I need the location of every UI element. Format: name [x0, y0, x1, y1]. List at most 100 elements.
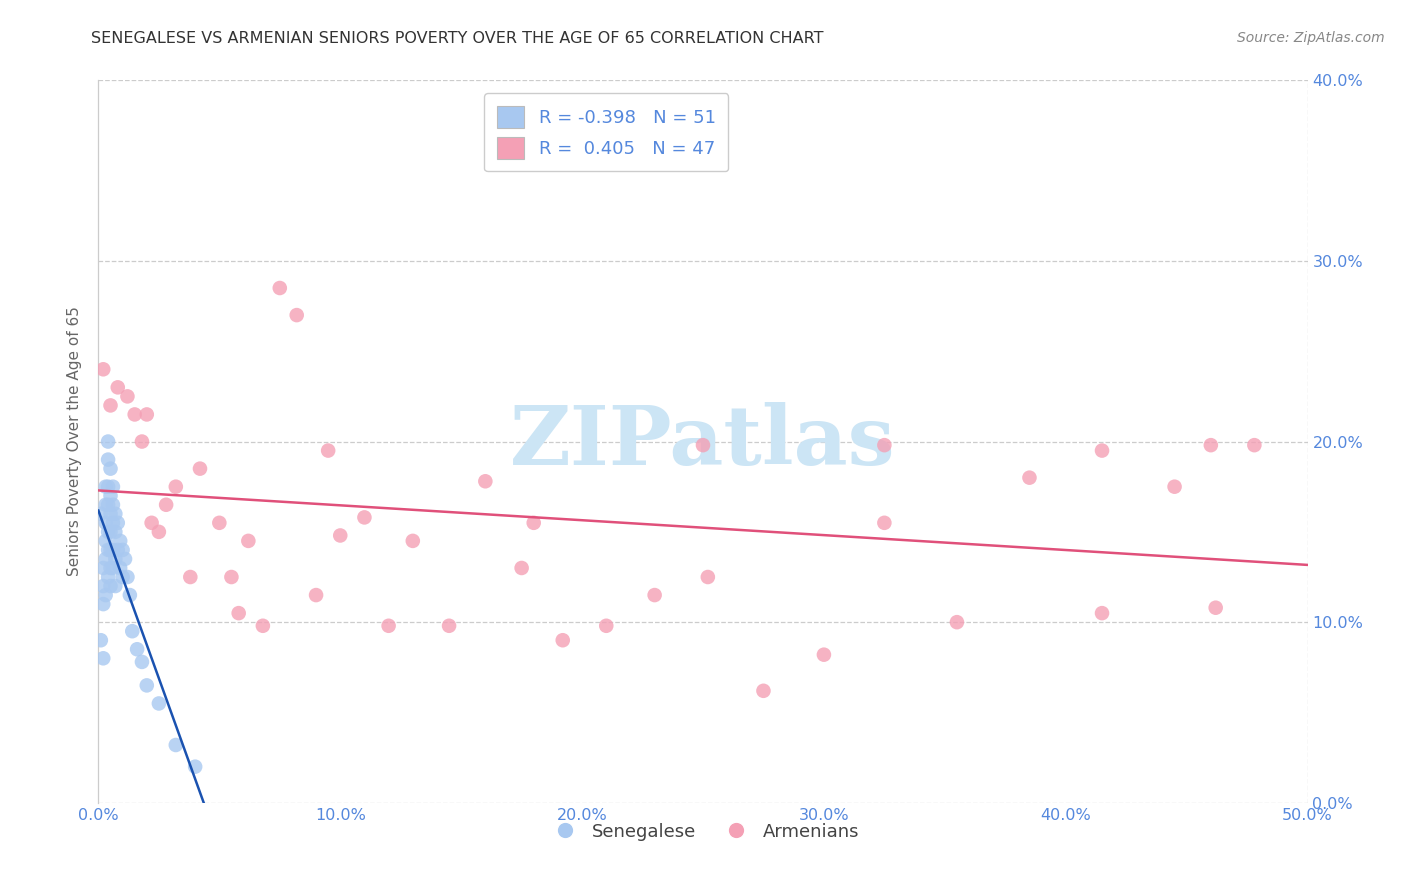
- Point: [121, 624, 143, 639]
- Point: [111, 570, 134, 584]
- Point: [100, 561, 122, 575]
- Point: [1018, 471, 1040, 485]
- Point: [148, 697, 170, 711]
- Point: [148, 524, 170, 539]
- Point: [104, 524, 127, 539]
- Point: [1205, 600, 1227, 615]
- Point: [97, 570, 120, 584]
- Point: [107, 380, 129, 394]
- Point: [101, 516, 124, 530]
- Point: [100, 398, 122, 412]
- Point: [100, 579, 122, 593]
- Point: [124, 408, 146, 422]
- Point: [94, 552, 117, 566]
- Point: [91, 561, 114, 575]
- Point: [474, 475, 496, 489]
- Legend: Senegalese, Armenians: Senegalese, Armenians: [540, 815, 866, 848]
- Point: [101, 561, 124, 575]
- Point: [101, 480, 124, 494]
- Point: [100, 461, 122, 475]
- Point: [353, 510, 375, 524]
- Point: [91, 579, 114, 593]
- Point: [94, 498, 117, 512]
- Point: [1199, 438, 1222, 452]
- Y-axis label: Seniors Poverty Over the Age of 65: Seniors Poverty Over the Age of 65: [67, 307, 83, 576]
- Point: [692, 438, 714, 452]
- Point: [252, 619, 274, 633]
- Point: [305, 588, 328, 602]
- Point: [131, 434, 153, 449]
- Point: [104, 552, 127, 566]
- Point: [94, 533, 117, 548]
- Point: [107, 542, 129, 557]
- Point: [100, 524, 122, 539]
- Point: [510, 561, 533, 575]
- Point: [114, 552, 136, 566]
- Point: [97, 452, 120, 467]
- Point: [813, 648, 835, 662]
- Point: [946, 615, 969, 630]
- Point: [377, 619, 399, 633]
- Point: [97, 498, 120, 512]
- Point: [100, 542, 122, 557]
- Point: [696, 570, 718, 584]
- Point: [208, 516, 231, 530]
- Point: [101, 498, 124, 512]
- Point: [131, 655, 153, 669]
- Point: [90, 633, 112, 648]
- Point: [107, 516, 129, 530]
- Point: [1163, 480, 1185, 494]
- Point: [101, 542, 124, 557]
- Point: [100, 489, 122, 503]
- Point: [595, 619, 617, 633]
- Point: [551, 633, 574, 648]
- Point: [108, 533, 131, 548]
- Point: [221, 570, 243, 584]
- Point: [91, 651, 114, 665]
- Point: [117, 570, 139, 584]
- Text: ZIPatlas: ZIPatlas: [510, 401, 896, 482]
- Point: [523, 516, 546, 530]
- Point: [111, 542, 134, 557]
- Point: [135, 408, 157, 422]
- Point: [269, 281, 291, 295]
- Point: [127, 642, 149, 657]
- Point: [94, 516, 117, 530]
- Point: [117, 389, 139, 403]
- Point: [97, 480, 120, 494]
- Point: [97, 524, 120, 539]
- Point: [104, 579, 127, 593]
- Point: [135, 678, 157, 692]
- Point: [100, 507, 122, 521]
- Point: [1091, 443, 1114, 458]
- Point: [238, 533, 260, 548]
- Point: [184, 760, 207, 774]
- Point: [141, 516, 163, 530]
- Point: [104, 507, 127, 521]
- Point: [91, 597, 114, 611]
- Point: [155, 498, 177, 512]
- Text: Source: ZipAtlas.com: Source: ZipAtlas.com: [1237, 31, 1385, 45]
- Point: [91, 362, 114, 376]
- Point: [165, 738, 187, 752]
- Point: [316, 443, 339, 458]
- Text: SENEGALESE VS ARMENIAN SENIORS POVERTY OVER THE AGE OF 65 CORRELATION CHART: SENEGALESE VS ARMENIAN SENIORS POVERTY O…: [91, 31, 824, 46]
- Point: [644, 588, 666, 602]
- Point: [118, 588, 141, 602]
- Point: [97, 542, 120, 557]
- Point: [329, 528, 352, 542]
- Point: [94, 480, 117, 494]
- Point: [402, 533, 425, 548]
- Point: [188, 461, 211, 475]
- Point: [94, 588, 117, 602]
- Point: [873, 438, 896, 452]
- Point: [97, 434, 120, 449]
- Point: [285, 308, 308, 322]
- Point: [165, 480, 187, 494]
- Point: [873, 516, 896, 530]
- Point: [90, 507, 112, 521]
- Point: [179, 570, 201, 584]
- Point: [228, 606, 250, 620]
- Point: [437, 619, 460, 633]
- Point: [1243, 438, 1265, 452]
